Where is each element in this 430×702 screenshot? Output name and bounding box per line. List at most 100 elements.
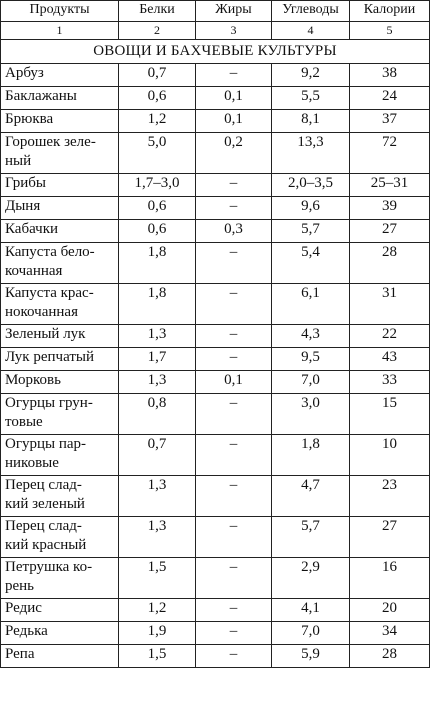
calories-value: 43 <box>349 347 430 371</box>
column-number: 2 <box>118 21 196 40</box>
carbs-value: 5,7 <box>271 219 350 243</box>
product-name: Брюква <box>0 109 119 133</box>
carbs-value: 13,3 <box>271 132 350 174</box>
protein-value: 0,6 <box>118 86 196 110</box>
calories-value: 27 <box>349 219 430 243</box>
calories-value: 28 <box>349 644 430 668</box>
fat-value: 0,1 <box>195 86 272 110</box>
protein-value: 0,6 <box>118 219 196 243</box>
fat-value: 0,2 <box>195 132 272 174</box>
product-name: Арбуз <box>0 63 119 87</box>
product-name: Редька <box>0 621 119 645</box>
protein-value: 0,6 <box>118 196 196 220</box>
protein-value: 1,8 <box>118 283 196 325</box>
product-name: Горошек зеле-ный <box>0 132 119 174</box>
calories-value: 15 <box>349 393 430 435</box>
product-name: Баклажаны <box>0 86 119 110</box>
product-name: Огурцы пар-никовые <box>0 434 119 476</box>
protein-value: 1,5 <box>118 557 196 599</box>
carbs-value: 9,5 <box>271 347 350 371</box>
column-number: 1 <box>0 21 119 40</box>
header-fat: Жиры <box>195 0 272 22</box>
protein-value: 1,9 <box>118 621 196 645</box>
table-row: Огурцы грун-товые 0,8–3,0 15 <box>0 393 430 435</box>
table-row: Перец слад-кий зеленый 1,3–4,7 23 <box>0 475 430 517</box>
header-calories: Калории <box>349 0 430 22</box>
carbs-value: 8,1 <box>271 109 350 133</box>
protein-value: 1,3 <box>118 516 196 558</box>
protein-value: 0,7 <box>118 434 196 476</box>
product-name: Дыня <box>0 196 119 220</box>
fat-value: – <box>195 242 272 284</box>
carbs-value: 5,4 <box>271 242 350 284</box>
carbs-value: 4,7 <box>271 475 350 517</box>
table-row: Кабачки 0,6 0,3 5,7 27 <box>0 219 430 243</box>
table-row: Дыня 0,6–9,6 39 <box>0 196 430 220</box>
product-name: Петрушка ко-рень <box>0 557 119 599</box>
carbs-value: 9,2 <box>271 63 350 87</box>
carbs-value: 7,0 <box>271 621 350 645</box>
calories-value: 10 <box>349 434 430 476</box>
header-products: Продукты <box>0 0 119 22</box>
table-row: Репа 1,5–5,9 28 <box>0 644 430 668</box>
carbs-value: 5,5 <box>271 86 350 110</box>
table-row: Перец слад-кий красный 1,3–5,7 27 <box>0 516 430 558</box>
fat-value: – <box>195 196 272 220</box>
protein-value: 1,7–3,0 <box>118 173 196 197</box>
fat-value: – <box>195 283 272 325</box>
header-row: Продукты Белки Жиры Углеводы Калории <box>0 0 430 22</box>
table-row: Грибы 1,7–3,0–2,0–3,5 25–31 <box>0 173 430 197</box>
table-row: Капуста крас-нокочанная 1,8–6,1 31 <box>0 283 430 325</box>
carbs-value: 5,9 <box>271 644 350 668</box>
fat-value: 0,1 <box>195 370 272 394</box>
protein-value: 1,2 <box>118 109 196 133</box>
protein-value: 1,2 <box>118 598 196 622</box>
table-row: Брюква 1,2 0,1 8,1 37 <box>0 109 430 133</box>
product-name: Морковь <box>0 370 119 394</box>
header-carbs: Углеводы <box>271 0 350 22</box>
protein-value: 1,3 <box>118 324 196 348</box>
table-row: Капуста бело-кочанная 1,8–5,4 28 <box>0 242 430 284</box>
table-row: Петрушка ко-рень 1,5–2,9 16 <box>0 557 430 599</box>
product-name: Грибы <box>0 173 119 197</box>
carbs-value: 5,7 <box>271 516 350 558</box>
fat-value: – <box>195 173 272 197</box>
protein-value: 0,7 <box>118 63 196 87</box>
protein-value: 1,7 <box>118 347 196 371</box>
calories-value: 72 <box>349 132 430 174</box>
table-row: Лук репчатый 1,7–9,5 43 <box>0 347 430 371</box>
table-row: Горошек зеле-ный 5,0 0,2 13,3 72 <box>0 132 430 174</box>
calories-value: 34 <box>349 621 430 645</box>
table-row: Арбуз 0,7–9,2 38 <box>0 63 430 87</box>
product-name: Огурцы грун-товые <box>0 393 119 435</box>
table-row: Огурцы пар-никовые 0,7–1,8 10 <box>0 434 430 476</box>
fat-value: – <box>195 434 272 476</box>
fat-value: – <box>195 393 272 435</box>
carbs-value: 7,0 <box>271 370 350 394</box>
fat-value: – <box>195 557 272 599</box>
product-name: Лук репчатый <box>0 347 119 371</box>
carbs-value: 2,0–3,5 <box>271 173 350 197</box>
column-number: 3 <box>195 21 272 40</box>
column-number: 5 <box>349 21 430 40</box>
table-row: Редис 1,2–4,1 20 <box>0 598 430 622</box>
protein-value: 5,0 <box>118 132 196 174</box>
table-row: Баклажаны 0,6 0,1 5,5 24 <box>0 86 430 110</box>
calories-value: 33 <box>349 370 430 394</box>
table-row: Зеленый лук 1,3–4,3 22 <box>0 324 430 348</box>
carbs-value: 4,1 <box>271 598 350 622</box>
protein-value: 1,8 <box>118 242 196 284</box>
protein-value: 1,3 <box>118 370 196 394</box>
column-number: 4 <box>271 21 350 40</box>
fat-value: – <box>195 475 272 517</box>
product-name: Перец слад-кий зеленый <box>0 475 119 517</box>
column-number-row: 1 2 3 4 5 <box>0 21 430 40</box>
fat-value: – <box>195 63 272 87</box>
calories-value: 39 <box>349 196 430 220</box>
calories-value: 22 <box>349 324 430 348</box>
calories-value: 38 <box>349 63 430 87</box>
table-row: Морковь 1,3 0,1 7,0 33 <box>0 370 430 394</box>
fat-value: – <box>195 347 272 371</box>
carbs-value: 6,1 <box>271 283 350 325</box>
product-name: Капуста крас-нокочанная <box>0 283 119 325</box>
